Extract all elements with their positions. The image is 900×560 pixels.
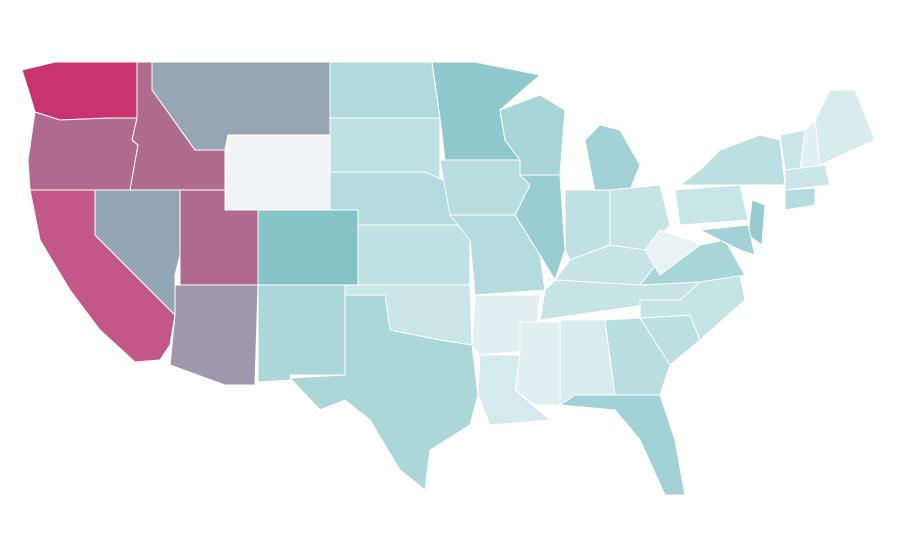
state-region: [679, 134, 786, 186]
state-region: [224, 134, 331, 211]
state-region: [644, 229, 701, 276]
state-region: [289, 294, 479, 491]
state-region: [639, 274, 746, 341]
state-region: [357, 224, 471, 286]
state-region: [747, 199, 766, 246]
state-region: [27, 111, 139, 191]
state-region: [699, 224, 756, 256]
state-region: [21, 61, 138, 121]
state-region: [439, 159, 531, 216]
state-region: [514, 174, 566, 281]
state-region: [784, 187, 816, 211]
state-region: [814, 89, 876, 166]
state-region: [784, 164, 831, 191]
state-region: [257, 284, 346, 383]
state-region: [559, 394, 686, 496]
state-region: [169, 284, 259, 386]
state-region: [514, 321, 561, 406]
state-region: [329, 117, 441, 181]
state-region: [584, 124, 641, 193]
state-region: [604, 317, 671, 396]
state-region: [329, 61, 441, 119]
state-region: [674, 184, 749, 226]
state-region: [257, 209, 359, 286]
